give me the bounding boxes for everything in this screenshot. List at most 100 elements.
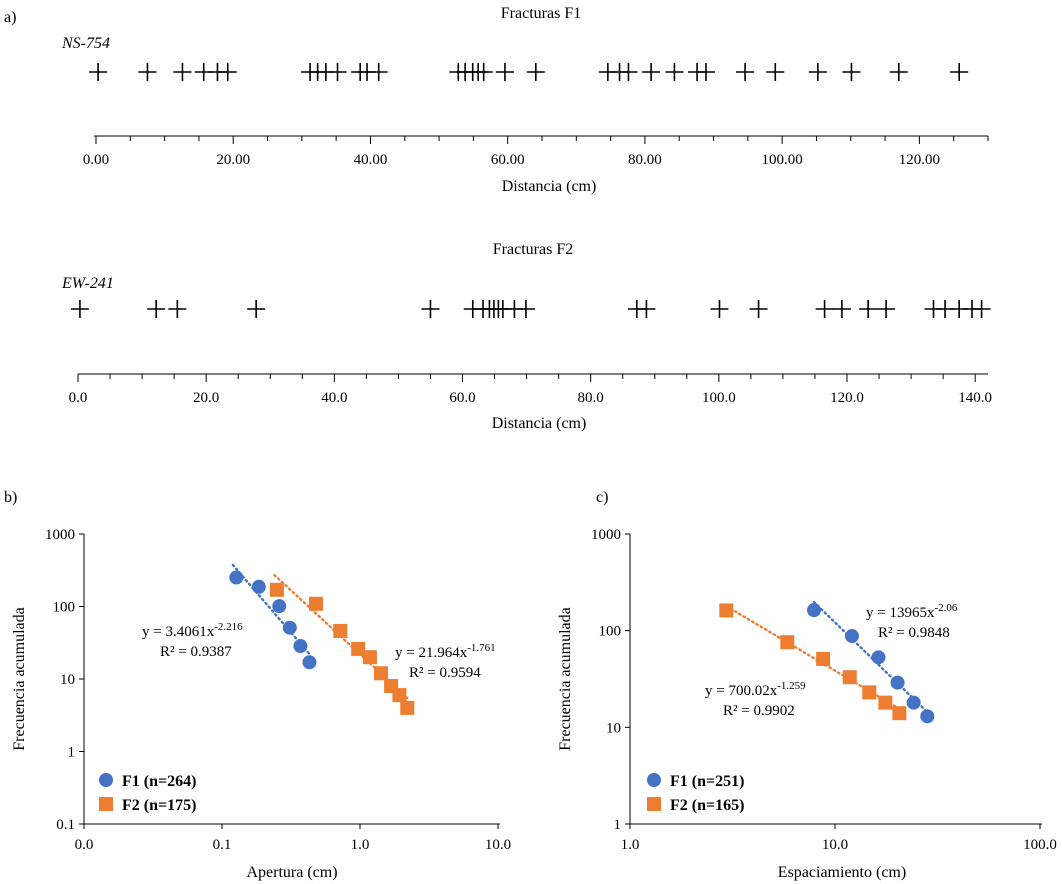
data-point-f2 — [392, 688, 407, 703]
r2-f1-b: R² = 0.9387 — [160, 644, 232, 660]
legend-label-f2-b: F2 (n=175) — [122, 797, 196, 814]
data-point-f1 — [302, 655, 317, 670]
equation-f2-c: y = 700.02x-1.259 — [705, 680, 806, 699]
panel-label-c: c) — [596, 489, 608, 506]
data-point-f2 — [780, 635, 795, 650]
data-point-f1 — [844, 629, 859, 644]
legend-label-f1-c: F1 (n=251) — [670, 773, 744, 790]
fracture-marker — [815, 300, 834, 318]
data-point-f1 — [272, 599, 287, 614]
y-ticks-b: 0.1 1 10 100 1000 — [45, 527, 84, 833]
x-tick-label: 10.0 — [822, 837, 848, 853]
y-tick-label: 1 — [68, 745, 76, 761]
fracture-marker — [859, 300, 878, 318]
data-point-f2 — [878, 695, 893, 710]
legend-label-f1-b: F1 (n=264) — [122, 773, 196, 790]
y-tick-label: 100 — [53, 600, 76, 616]
data-point-f2 — [892, 706, 907, 721]
data-points-b — [229, 570, 415, 715]
data-point-f2 — [269, 582, 284, 597]
x-tick-label: 120.00 — [899, 152, 940, 168]
fracture-marker — [70, 300, 89, 318]
legend-marker-f1-b — [99, 773, 113, 787]
fracture-marker — [247, 300, 266, 318]
fracture-marker — [637, 300, 656, 318]
fracture-marker — [218, 63, 237, 81]
fracture-markers-f1 — [89, 63, 969, 81]
fracture-marker — [889, 63, 908, 81]
fracture-marker — [147, 300, 166, 318]
data-point-f2 — [309, 596, 324, 611]
data-point-f2 — [362, 650, 377, 665]
x-tick-label: 40.0 — [321, 390, 347, 406]
x-tick-label: 1.0 — [351, 837, 370, 853]
fracture-marker — [89, 63, 108, 81]
data-point-f1 — [920, 709, 935, 724]
data-point-f2 — [374, 666, 389, 681]
x-tick-label: 100.0 — [702, 390, 736, 406]
y-tick-label: 0.1 — [56, 817, 75, 833]
data-point-f1 — [906, 695, 921, 710]
y-axis-title-b: Frecuencia acumulada — [11, 607, 28, 750]
y-axis-title-c: Frecuencia acumulada — [557, 607, 574, 750]
chart-title-f2: Fracturas F2 — [493, 241, 573, 258]
data-point-f1 — [282, 620, 297, 635]
fracture-marker — [619, 63, 638, 81]
data-point-f2 — [816, 651, 831, 666]
data-point-f1 — [229, 570, 244, 585]
data-point-f1 — [871, 650, 886, 665]
r2-f2-c: R² = 0.9902 — [723, 703, 795, 719]
x-tick-label: 60.0 — [449, 390, 475, 406]
x-tick-label: 100.00 — [762, 152, 803, 168]
fracture-marker — [173, 63, 192, 81]
legend-marker-f2-c — [647, 797, 661, 811]
series-label-ns754: NS-754 — [61, 35, 110, 52]
x-ticks-b: 0.0 0.1 1.0 10.0 — [75, 824, 511, 853]
equation-f1-c: y = 13965x-2.06 — [866, 602, 958, 621]
data-points-c — [719, 603, 935, 724]
fracture-marker — [495, 63, 514, 81]
series-label-ew241: EW-241 — [61, 275, 114, 292]
x-tick-label: 0.0 — [75, 837, 94, 853]
fracture-marker — [474, 63, 493, 81]
x-tick-label: 140.0 — [958, 390, 992, 406]
x-axis-title-f1: Distancia (cm) — [502, 178, 597, 195]
fracture-marker — [642, 63, 661, 81]
data-point-f2 — [400, 700, 415, 715]
r2-f1-c: R² = 0.9848 — [878, 625, 950, 641]
x-tick-label: 1.0 — [621, 837, 640, 853]
x-tick-label: 0.00 — [83, 152, 109, 168]
legend-marker-f1-c — [647, 773, 661, 787]
line-plot-f1: a) Fracturas F1 NS-754 0.00 20.00 40.00 60.… — [4, 5, 989, 195]
data-point-f2 — [862, 685, 877, 700]
fracture-marker — [168, 300, 187, 318]
x-tick-label: 80.00 — [628, 152, 662, 168]
y-tick-label: 10 — [60, 672, 75, 688]
x-tick-label: 20.00 — [216, 152, 250, 168]
data-point-f1 — [293, 639, 308, 654]
y-tick-label: 1000 — [45, 527, 75, 543]
legend-label-f2-c: F2 (n=165) — [670, 797, 744, 814]
fracture-marker — [516, 300, 535, 318]
x-tick-label: 100.0 — [1023, 837, 1057, 853]
x-axis-title-b: Apertura (cm) — [246, 864, 337, 881]
fracture-markers-f2 — [70, 300, 991, 318]
trendline-f1 — [231, 563, 311, 656]
y-tick-label: 1 — [614, 817, 622, 833]
fracture-marker — [950, 63, 969, 81]
data-point-f2 — [719, 603, 734, 618]
x-ticks-f2: 0.0 20.0 40.0 60.0 80.0 100.0 120.0 140.0 — [69, 374, 992, 406]
fracture-marker — [842, 63, 861, 81]
data-point-f2 — [351, 641, 366, 656]
data-point-f1 — [890, 675, 905, 690]
fracture-marker — [328, 63, 347, 81]
x-tick-label: 0.1 — [213, 837, 232, 853]
fracture-marker — [749, 300, 768, 318]
x-tick-label: 80.0 — [578, 390, 604, 406]
x-tick-label: 20.0 — [193, 390, 219, 406]
fracture-marker — [696, 63, 715, 81]
fracture-marker — [421, 300, 440, 318]
fracture-marker — [736, 63, 755, 81]
